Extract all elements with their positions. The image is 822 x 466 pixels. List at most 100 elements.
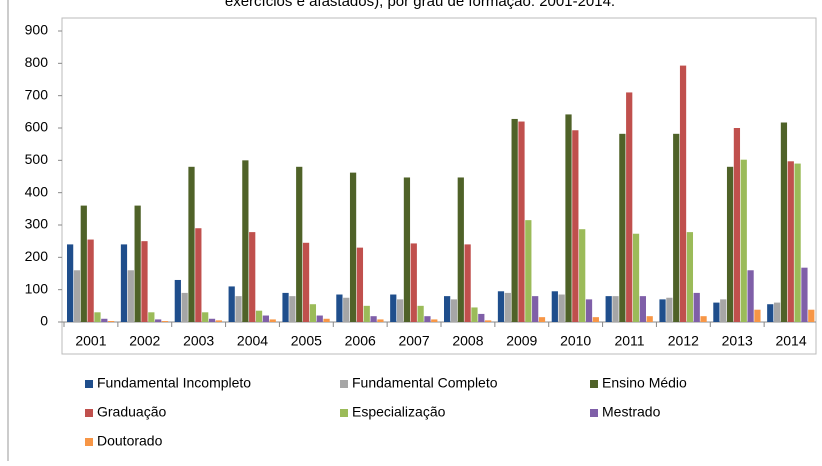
y-tick-label: 400 [25,183,49,199]
bar [195,228,202,322]
bar [673,133,680,322]
legend-swatch [590,380,598,388]
bar [431,319,438,322]
bar [605,296,612,322]
bar [120,244,128,322]
x-tick-label: 2006 [345,333,376,349]
y-tick-label: 700 [25,86,49,102]
bar [403,177,411,322]
legend-label: Graduação [97,404,166,420]
y-tick-label: 600 [25,119,49,135]
bar [424,316,431,322]
bar [733,128,741,322]
bar [450,299,458,322]
bar [646,316,653,322]
x-tick-label: 2011 [614,333,644,349]
bar [471,307,478,322]
bar [659,299,666,322]
bar [302,242,310,322]
bar [127,270,134,322]
bar [262,315,269,322]
x-tick-label: 2008 [452,333,483,349]
bar [485,320,492,322]
bar [726,166,734,322]
x-tick-label: 2005 [291,333,322,349]
bar [296,166,303,322]
bar [242,160,249,322]
y-tick-label: 300 [25,216,49,232]
bar [572,130,579,322]
bar [579,229,586,322]
x-tick-label: 2009 [506,333,537,349]
bar [626,92,633,322]
bar [497,291,505,322]
bar [316,315,323,322]
plot-frame [61,17,817,355]
x-tick-label: 2013 [722,333,753,349]
bar [747,270,754,322]
bar [67,244,74,322]
y-tick-label: 900 [25,22,49,38]
bar [155,319,162,322]
legend-label: Ensino Médio [602,375,687,391]
x-tick-label: 2014 [775,333,806,349]
bar [181,292,188,322]
bar [101,318,108,322]
legend-swatch [85,380,93,388]
bar [309,304,317,322]
bar [202,312,209,322]
bar [235,296,242,322]
bar [343,297,350,322]
bar [134,205,141,322]
bar [801,267,808,322]
bar [787,161,794,322]
x-tick-label: 2010 [560,333,591,349]
x-tick-label: 2004 [237,333,268,349]
x-tick-label: 2002 [129,333,160,349]
bar [323,318,330,322]
bar [693,292,700,322]
bar [592,317,599,322]
bar [686,232,694,322]
bar [773,302,781,322]
bar [108,321,115,322]
x-tick-label: 2012 [668,333,699,349]
bar [558,294,565,322]
legend-label: Fundamental Incompleto [97,375,251,391]
bar [269,319,276,322]
bar [396,299,404,322]
legend-swatch [85,409,93,417]
bar [794,163,801,322]
bar [289,296,296,322]
bar [612,296,619,322]
legend-swatch [590,409,598,417]
bar [565,114,572,322]
bar [551,291,558,322]
y-tick-label: 100 [25,280,49,296]
bar [478,313,485,322]
bar [336,294,343,322]
bar [390,294,397,322]
bar [504,292,511,322]
bar [370,316,377,322]
bar [464,244,471,322]
bar [215,320,222,322]
bar [780,122,788,323]
bar [632,233,640,322]
bar [174,279,181,322]
x-tick-label: 2003 [183,333,214,349]
bar [80,205,87,322]
bar [538,317,546,322]
bar [410,243,417,322]
bar [363,305,370,322]
bar [740,159,747,322]
legend-label: Mestrado [602,404,661,420]
bar [525,220,532,322]
legend-swatch [85,438,93,446]
x-tick-label: 2007 [398,333,429,349]
bar [255,310,263,322]
bar [141,241,148,322]
y-tick-label: 0 [40,313,48,329]
legend-swatch [340,409,348,417]
